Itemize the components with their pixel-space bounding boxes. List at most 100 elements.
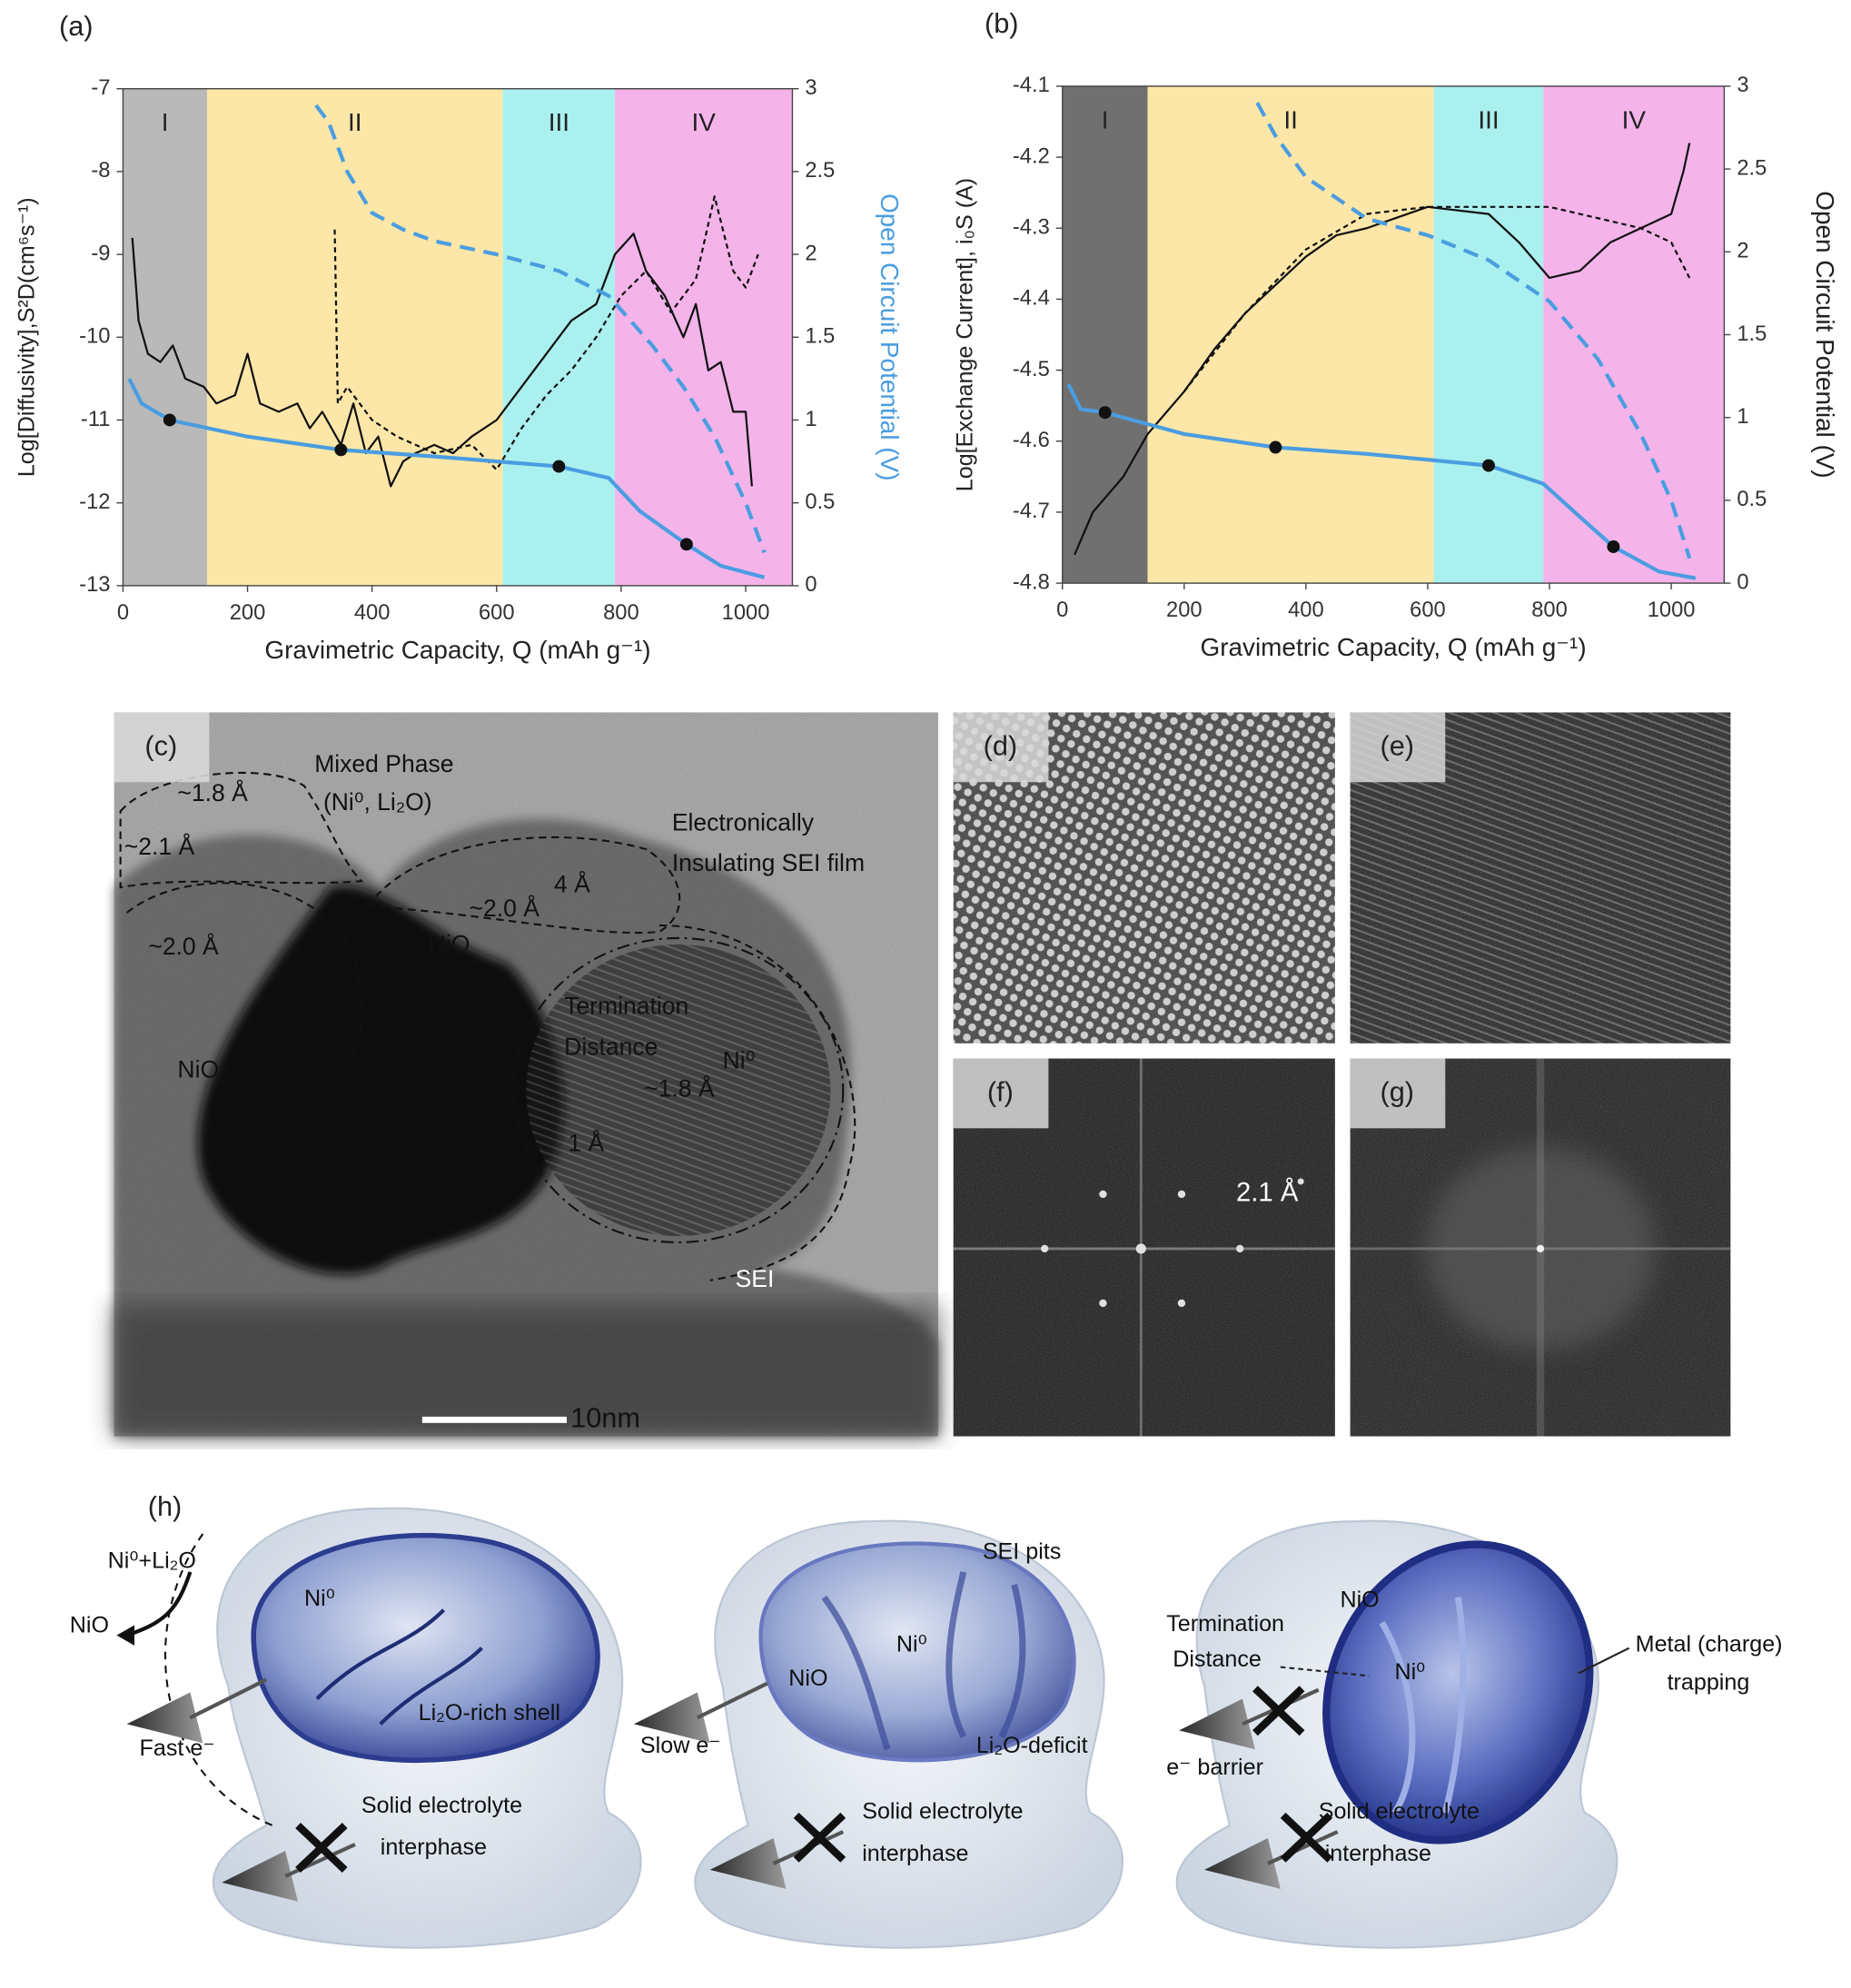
y2-tick-label: 3 <box>1737 74 1748 97</box>
annotation: Distance <box>564 1033 658 1060</box>
y2-tick-label: 0.5 <box>805 490 835 514</box>
data-point <box>1607 539 1620 553</box>
x-tick-label: 800 <box>1531 598 1568 622</box>
electron-arrow-shaft <box>696 1681 768 1720</box>
series-line <box>131 232 753 488</box>
micrograph-g: (g) <box>1350 1058 1731 1437</box>
panel-label: (e) <box>1381 730 1415 762</box>
annotation: SEI <box>736 1265 775 1292</box>
y2-tick-label: 3 <box>805 76 817 100</box>
x-tick-label: 600 <box>1410 598 1446 622</box>
region-label: III <box>1478 105 1499 134</box>
panel-label: (g) <box>1381 1076 1415 1108</box>
outline <box>125 882 363 1117</box>
schematic: (h) <box>70 1490 1783 1949</box>
label: Metal (charge) <box>1636 1631 1783 1657</box>
substrate <box>114 1305 938 1437</box>
dark-core <box>197 885 564 1275</box>
region-label: IV <box>692 108 717 136</box>
y2-tick-label: 0 <box>805 573 817 597</box>
y-tick-label: -10 <box>79 325 110 349</box>
y-tick-label: -12 <box>79 490 110 514</box>
blocked-mark <box>1280 1812 1333 1863</box>
arrow-head <box>116 1625 134 1646</box>
crack <box>315 1608 483 1726</box>
label: Ni⁰ <box>304 1586 335 1611</box>
pointer <box>1578 1647 1630 1675</box>
y-axis-label: Log[Exchange Current], i₀S (A) <box>952 178 977 491</box>
chart-title: (b) <box>985 7 1019 39</box>
micrograph-d: (d) <box>953 712 1335 1043</box>
label: Distance <box>1173 1647 1262 1672</box>
region <box>1543 85 1725 584</box>
label: Ni⁰ <box>896 1631 927 1657</box>
electron-arrow <box>222 1850 299 1902</box>
annotation: 1 Å <box>568 1129 604 1156</box>
x-tick-label: 200 <box>1166 598 1203 622</box>
stage-3 <box>1175 1519 1630 1949</box>
region-label: III <box>549 108 569 136</box>
charts: I II III IV0 200 400 600 800 1000-13-12-11-10-9-… <box>14 7 1839 664</box>
annotation: ~1.8 Å <box>177 779 248 806</box>
x-tick-label: 400 <box>354 601 391 625</box>
electron-arrow <box>126 1692 203 1744</box>
series-line <box>314 104 767 554</box>
x-axis-label: Gravimetric Capacity, Q (mAh g⁻¹) <box>264 636 650 664</box>
y2-tick-label: 1.5 <box>805 325 835 349</box>
x-tick-label: 0 <box>117 601 129 625</box>
region <box>206 88 503 586</box>
y-tick-label: -9 <box>91 242 110 265</box>
outline <box>365 836 681 935</box>
region <box>1062 85 1148 584</box>
electron-arrow <box>1204 1838 1281 1889</box>
label: NiO <box>1340 1587 1379 1613</box>
pointer <box>1280 1666 1370 1677</box>
x-tick-label: 1000 <box>1648 598 1696 622</box>
annotation: NiO <box>177 1056 219 1083</box>
annotation: 2.1 Å <box>1236 1178 1299 1208</box>
data-point <box>163 413 176 427</box>
label: SEI pits <box>983 1539 1062 1565</box>
y-tick-label: -4.2 <box>1013 144 1050 168</box>
reaction-arrow <box>125 1571 193 1637</box>
label: interphase <box>1325 1841 1431 1866</box>
micrograph-e: (e) <box>1350 712 1731 1043</box>
label: trapping <box>1668 1669 1750 1695</box>
electron-arrow <box>709 1838 787 1889</box>
y2-tick-label: 2 <box>1737 240 1748 263</box>
panel-label: (f) <box>987 1076 1014 1108</box>
data-point <box>1482 459 1495 472</box>
panel-label-box <box>1350 712 1446 783</box>
x-tick-label: 600 <box>479 601 515 625</box>
stage-1 <box>116 1507 642 1949</box>
crack <box>1379 1597 1467 1815</box>
x-tick-label: 400 <box>1288 598 1324 622</box>
y-tick-label: -7 <box>91 76 110 100</box>
x-tick-label: 200 <box>230 601 266 625</box>
panel-label-box <box>1350 1058 1446 1129</box>
label: Termination <box>1166 1611 1284 1637</box>
label: NiO <box>70 1613 109 1638</box>
blocked-mark <box>295 1823 348 1873</box>
region <box>123 88 207 586</box>
annotation: Mixed Phase <box>314 750 453 777</box>
region-label: I <box>162 108 169 136</box>
label: NiO <box>788 1666 827 1691</box>
outline <box>658 924 856 1281</box>
annotation: NiO <box>429 930 470 957</box>
y-tick-label: -11 <box>81 408 111 431</box>
annotation: (Ni⁰, Li₂O) <box>323 788 432 816</box>
panel-label: (d) <box>984 730 1018 762</box>
series-line <box>1074 143 1691 556</box>
y-tick-label: -4.1 <box>1013 74 1050 97</box>
data-point <box>334 443 348 457</box>
label: Li₂O-deficit <box>976 1733 1088 1758</box>
blocked-mark <box>1252 1686 1305 1736</box>
annotation: ~2.1 Å <box>124 833 195 860</box>
data-point <box>679 538 693 551</box>
y2-tick-label: 1 <box>805 408 817 431</box>
label: Solid electrolyte <box>361 1793 522 1818</box>
x-tick-label: 0 <box>1056 598 1068 622</box>
label: Solid electrolyte <box>1319 1799 1480 1825</box>
